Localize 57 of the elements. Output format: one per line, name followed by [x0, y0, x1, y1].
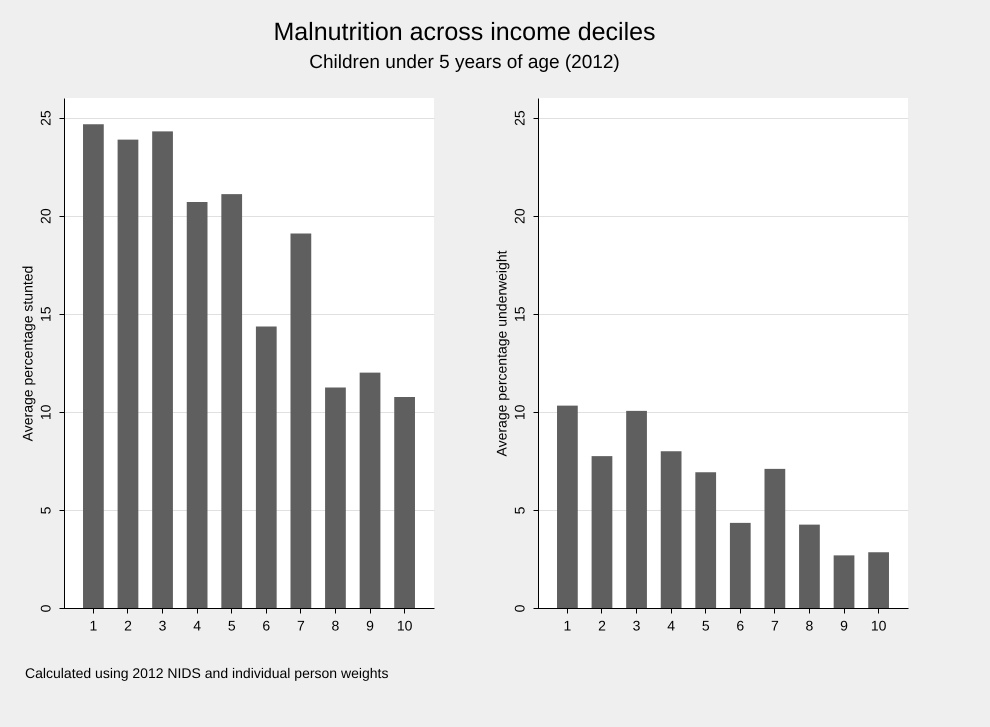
y-tick-label: 15	[38, 306, 54, 322]
y-tick-label: 10	[38, 404, 54, 420]
x-tick-label: 9	[840, 618, 848, 634]
x-tick-label: 3	[632, 618, 641, 634]
bar	[186, 202, 208, 608]
bar	[592, 456, 612, 608]
bar	[557, 406, 578, 608]
x-tick-label: 10	[396, 618, 413, 634]
bar	[868, 552, 889, 608]
x-tick-label: 8	[806, 618, 814, 634]
bar	[360, 372, 380, 608]
bar	[83, 124, 104, 608]
y-tick-label: 15	[512, 306, 528, 322]
bar	[394, 396, 415, 608]
y-tick-label: 5	[38, 506, 54, 514]
x-tick-label: 7	[296, 618, 305, 634]
x-tick-label: 6	[262, 618, 270, 634]
x-tick-label: 2	[598, 618, 606, 634]
y-axis-title: Average percentage stunted	[20, 266, 36, 442]
bar	[290, 234, 312, 608]
x-tick-label: 2	[124, 618, 132, 634]
bar	[152, 131, 173, 608]
y-tick-label: 10	[512, 404, 528, 420]
x-tick-label: 5	[702, 618, 710, 634]
bar	[764, 468, 786, 608]
x-tick-label: 4	[667, 618, 676, 634]
bar	[325, 388, 346, 608]
y-tick-label: 0	[512, 604, 528, 612]
bar	[730, 522, 751, 608]
x-tick-label: 8	[332, 618, 340, 634]
bar	[256, 326, 277, 608]
chart-subtitle: Children under 5 years of age (2012)	[309, 52, 620, 73]
x-tick-label: 1	[563, 618, 572, 634]
bar	[221, 194, 242, 608]
bar	[834, 555, 854, 608]
x-tick-label: 5	[228, 618, 236, 634]
bar	[118, 140, 138, 608]
x-tick-label: 1	[89, 618, 98, 634]
y-tick-label: 20	[38, 208, 54, 224]
x-tick-label: 9	[366, 618, 374, 634]
bar	[660, 451, 682, 608]
bar	[626, 410, 647, 608]
x-tick-label: 4	[193, 618, 202, 634]
y-tick-label: 25	[512, 110, 528, 126]
x-tick-label: 6	[736, 618, 744, 634]
text: Calculated using 2012 NIDS and individual person weights	[25, 665, 388, 681]
y-tick-label: 25	[38, 110, 54, 126]
x-tick-label: 7	[770, 618, 779, 634]
y-axis-title: Average percentage underweight	[494, 250, 510, 457]
y-tick-label: 0	[38, 604, 54, 612]
bar	[695, 472, 716, 608]
y-tick-label: 5	[512, 506, 528, 514]
chart-title: Malnutrition across income deciles	[273, 18, 656, 46]
y-tick-label: 20	[512, 208, 528, 224]
x-tick-label: 10	[870, 618, 887, 634]
x-tick-label: 3	[158, 618, 167, 634]
bar	[799, 524, 820, 608]
